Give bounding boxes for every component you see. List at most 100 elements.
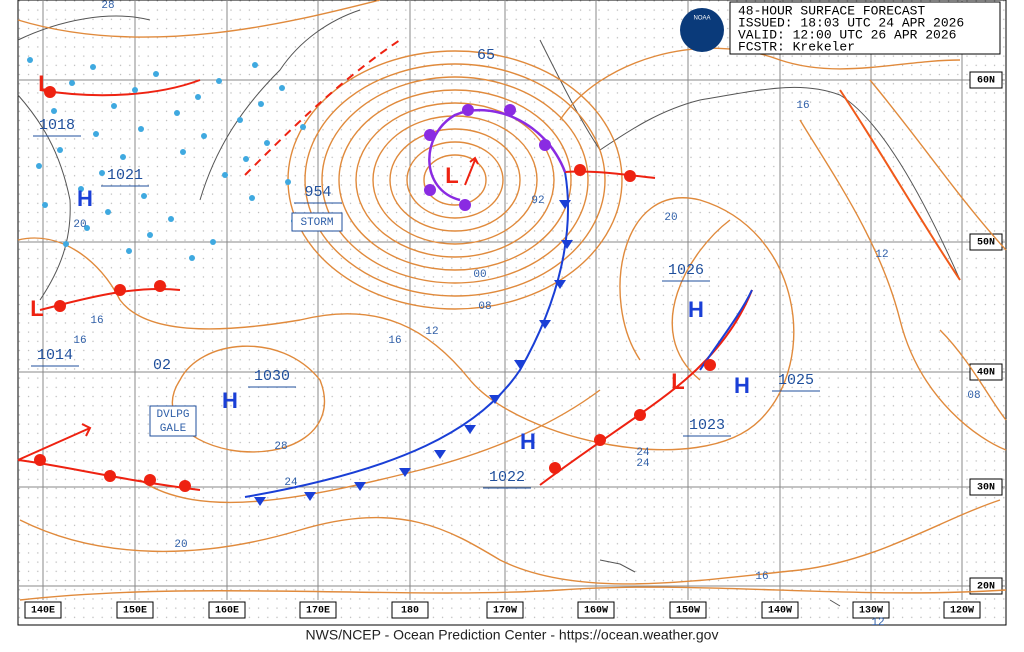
latitude-label: 20N <box>977 582 995 593</box>
isobar-label: 20 <box>174 539 187 551</box>
ice-dot <box>264 140 270 146</box>
isobar <box>389 128 521 232</box>
isobars <box>17 0 1007 601</box>
map-frame <box>17 0 1007 626</box>
longitude-label: 140E <box>31 606 55 617</box>
front-symbols <box>27 57 716 506</box>
ice-dot <box>132 87 138 93</box>
ice-dot <box>147 232 153 238</box>
ice-dot <box>216 78 222 84</box>
ice-dot <box>57 147 63 153</box>
ice-dot <box>84 225 90 231</box>
longitude-label: 160E <box>215 606 239 617</box>
axis-label-box <box>208 601 246 619</box>
fronts <box>17 39 961 498</box>
ice-dot <box>300 124 306 130</box>
footer: NWS/NCEP - Ocean Prediction Center - htt… <box>306 627 719 643</box>
isobar-label: 92 <box>531 195 544 207</box>
warning-label: DVLPG <box>156 409 189 421</box>
cold-front-triangle <box>464 425 476 434</box>
cold-front-triangle <box>489 395 501 404</box>
isobar-label: 08 <box>967 390 980 402</box>
pressure-label: 1022 <box>489 469 525 486</box>
isobar <box>17 197 795 451</box>
isobar-label: 12 <box>425 326 438 338</box>
isobar-label: 24 <box>636 458 650 470</box>
cold-front-triangle <box>304 492 316 501</box>
center-symbol: H <box>688 297 704 322</box>
latitude-label: 30N <box>977 483 995 494</box>
isobar <box>939 329 1007 421</box>
warm-front-bump <box>424 184 436 196</box>
longitude-label: 120W <box>950 606 974 617</box>
isobar-label: 12 <box>875 249 888 261</box>
isobar-label: 12 <box>871 617 884 629</box>
header-box <box>729 1 1001 55</box>
longitude-label: 140W <box>768 606 792 617</box>
warm-front-bump <box>44 86 56 98</box>
ice-dot <box>243 156 249 162</box>
pressure-label: 1025 <box>778 372 814 389</box>
pressure-label: 1026 <box>668 262 704 279</box>
warning-label: GALE <box>160 423 187 435</box>
warm-front-bump <box>539 139 551 151</box>
cold-front-triangle <box>539 320 551 329</box>
cold-front-triangle <box>399 468 411 477</box>
graticule <box>18 0 1006 619</box>
ice-dot <box>180 149 186 155</box>
header-line: ISSUED: 18:03 UTC 24 APR 2026 <box>738 15 964 30</box>
storm-box <box>291 212 343 232</box>
ice-dot <box>93 131 99 137</box>
warm-front-bump <box>462 104 474 116</box>
axis-label-box <box>969 71 1003 89</box>
axis-label-box <box>669 601 707 619</box>
ice-dot <box>279 85 285 91</box>
longitude-label: 170E <box>306 606 330 617</box>
center-symbol: H <box>520 429 536 454</box>
warm-front-bump <box>54 300 66 312</box>
noaa-logo <box>680 8 724 52</box>
ice-dot <box>237 117 243 123</box>
ice-dot <box>168 216 174 222</box>
isobar <box>869 79 1007 251</box>
warm-front-bump <box>104 470 116 482</box>
ice-dot <box>138 126 144 132</box>
warm-front-bump <box>504 104 516 116</box>
warm-front-bump <box>549 462 561 474</box>
pressure-label: 1021 <box>107 167 143 184</box>
ice-dot <box>99 170 105 176</box>
isobar-label: 20 <box>73 219 86 231</box>
ice-dot <box>36 163 42 169</box>
center-symbol: H <box>77 186 93 211</box>
axis-label-box <box>391 601 429 619</box>
center-symbol: H <box>734 373 750 398</box>
longitude-label: 180 <box>401 606 419 617</box>
pressure-label: 1030 <box>254 368 290 385</box>
axis-label-box <box>969 363 1003 381</box>
center-symbol: L <box>38 71 51 96</box>
warm-front-bump <box>704 359 716 371</box>
warm-front-bump <box>34 454 46 466</box>
latitude-label: 60N <box>977 76 995 87</box>
ice-dot <box>63 241 69 247</box>
ice-dot <box>195 94 201 100</box>
isobar-label: 16 <box>90 315 103 327</box>
isobar-label: 24 <box>284 477 298 489</box>
header-line: FCSTR: Krekeler <box>738 39 855 54</box>
warm-front-bump <box>114 284 126 296</box>
axis-label-box <box>761 601 799 619</box>
axis-label-box <box>969 233 1003 251</box>
longitude-label: 170W <box>493 606 517 617</box>
labels: 140E 150E 160E 170E 180 170W 160W 150W 140W 130W 1… <box>30 0 995 629</box>
cold-front-triangle <box>554 280 566 289</box>
isobar <box>671 219 731 381</box>
ice-dot <box>78 186 84 192</box>
isobar <box>17 0 381 38</box>
latitude-label: 40N <box>977 368 995 379</box>
isobar-label: 24 <box>636 447 650 459</box>
warm-front-bump <box>459 199 471 211</box>
warm-front-bump <box>424 129 436 141</box>
isobar <box>304 63 606 297</box>
ice-dot <box>111 103 117 109</box>
